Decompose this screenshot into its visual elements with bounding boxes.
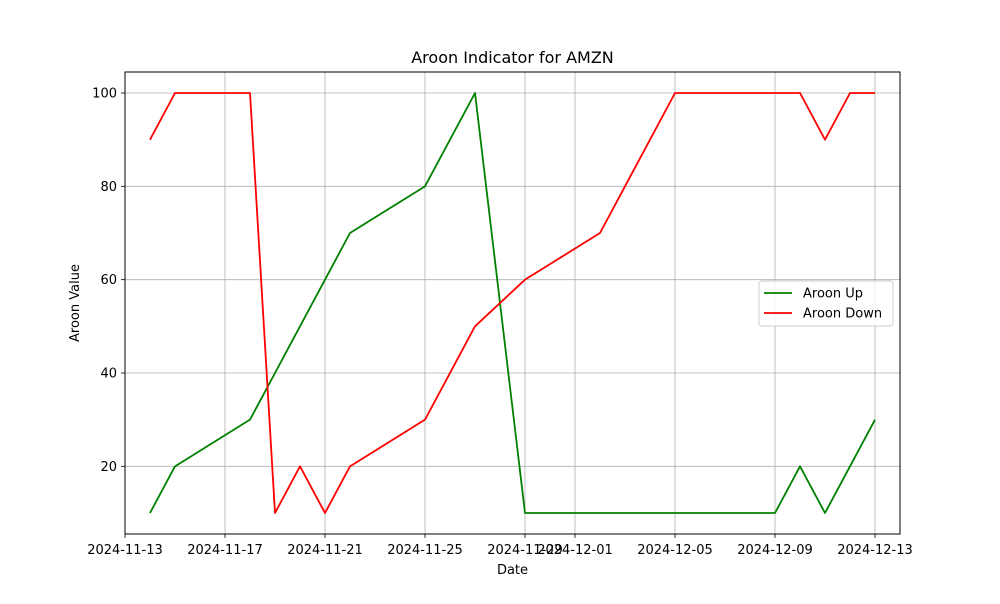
x-tick-label: 2024-12-13 xyxy=(837,543,913,558)
legend-label: Aroon Down xyxy=(803,307,882,322)
x-tick-label: 2024-12-09 xyxy=(737,543,813,558)
axis-ticks: 2024-11-13 2024-11-17 2024-11-21 2024-11-25… xyxy=(87,87,913,559)
y-tick-label: 60 xyxy=(100,273,117,288)
y-axis-title: Aroon Value xyxy=(68,264,83,342)
x-axis-title: Date xyxy=(497,563,528,578)
chart-title: Aroon Indicator for AMZN xyxy=(411,48,614,67)
x-tick-label: 2024-11-21 xyxy=(287,543,363,558)
x-tick-label: 2024-12-05 xyxy=(637,543,713,558)
y-tick-label: 40 xyxy=(100,367,117,382)
y-tick-label: 80 xyxy=(100,180,117,195)
legend: Aroon Up Aroon Down xyxy=(758,280,894,327)
x-tick-label: 2024-11-25 xyxy=(387,543,463,558)
y-tick-label: 100 xyxy=(92,87,117,102)
legend-label: Aroon Up xyxy=(803,287,863,302)
x-tick-label: 2024-11-13 xyxy=(87,543,163,558)
x-tick-label: 2024-12-01 xyxy=(537,543,613,558)
x-tick-label: 2024-11-17 xyxy=(187,543,263,558)
legend-box xyxy=(758,280,894,327)
series-line-aroon-up xyxy=(149,92,876,514)
series-lines xyxy=(149,92,876,514)
series-line-aroon-down xyxy=(149,92,875,514)
y-tick-label: 20 xyxy=(100,460,117,475)
plot-frame xyxy=(124,71,901,535)
x-tick-label: 2024-11-29 xyxy=(487,543,563,558)
